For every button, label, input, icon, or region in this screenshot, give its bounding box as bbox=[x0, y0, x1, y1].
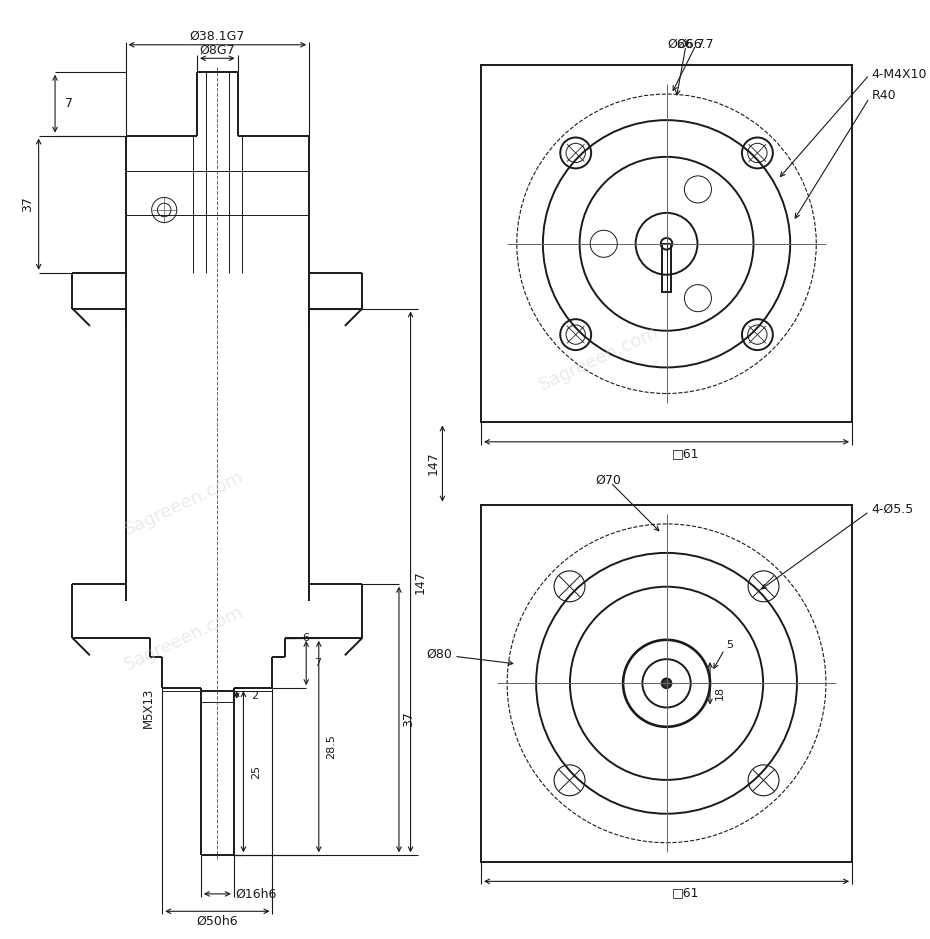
Text: 7: 7 bbox=[65, 98, 73, 110]
Text: Ø16h6: Ø16h6 bbox=[235, 887, 277, 901]
Text: Sagreeen.com: Sagreeen.com bbox=[121, 603, 246, 674]
Text: □61: □61 bbox=[672, 886, 699, 900]
Text: Ø70: Ø70 bbox=[595, 474, 621, 487]
Text: Ø8G7: Ø8G7 bbox=[200, 44, 235, 57]
Text: 4-Ø5.5: 4-Ø5.5 bbox=[871, 503, 913, 516]
Text: 7: 7 bbox=[314, 658, 321, 668]
Text: 5: 5 bbox=[725, 639, 733, 650]
Text: Ø66.7: Ø66.7 bbox=[677, 38, 714, 51]
Circle shape bbox=[662, 679, 671, 688]
Text: Sagreeen.com: Sagreeen.com bbox=[537, 323, 661, 394]
Text: 4-M4X10: 4-M4X10 bbox=[871, 69, 927, 82]
Text: 147: 147 bbox=[414, 570, 427, 593]
Text: M5X13: M5X13 bbox=[141, 687, 154, 728]
FancyBboxPatch shape bbox=[662, 244, 671, 292]
Text: Ø50h6: Ø50h6 bbox=[196, 915, 238, 928]
Text: Ø66.7: Ø66.7 bbox=[667, 38, 705, 51]
Text: Ø80: Ø80 bbox=[426, 648, 452, 661]
Text: Sagreeen.com: Sagreeen.com bbox=[121, 468, 246, 539]
Text: □61: □61 bbox=[672, 447, 699, 460]
Text: 2: 2 bbox=[251, 691, 259, 700]
Text: Ø38.1G7: Ø38.1G7 bbox=[190, 30, 245, 42]
Text: 25: 25 bbox=[251, 764, 261, 778]
Text: 6: 6 bbox=[302, 633, 310, 643]
Text: 28.5: 28.5 bbox=[326, 734, 337, 759]
Text: 147: 147 bbox=[426, 452, 439, 475]
Text: R40: R40 bbox=[871, 89, 896, 102]
Text: 37: 37 bbox=[20, 196, 33, 212]
Text: 37: 37 bbox=[402, 712, 415, 728]
Text: 18: 18 bbox=[714, 685, 724, 700]
